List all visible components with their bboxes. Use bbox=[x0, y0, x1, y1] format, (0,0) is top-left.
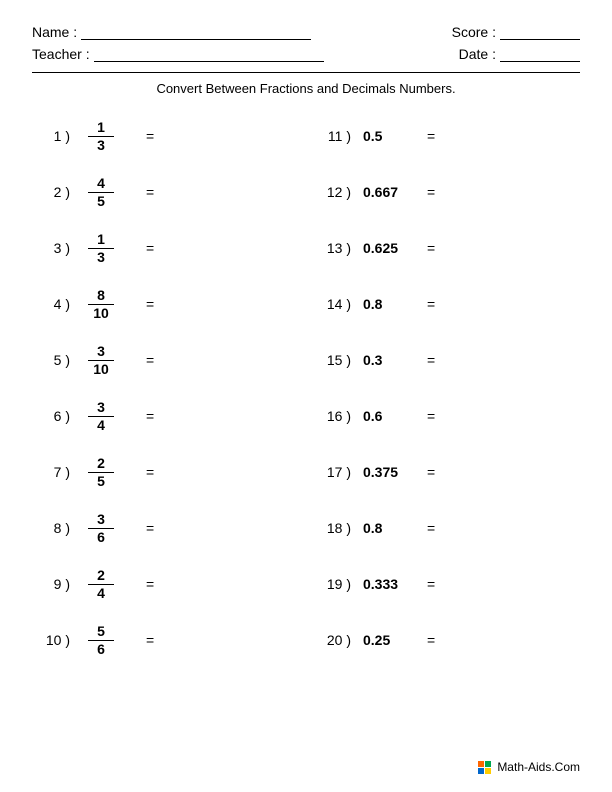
problem-number: 17 ) bbox=[321, 464, 357, 480]
problem-number: 4 ) bbox=[40, 296, 76, 312]
problem-number: 9 ) bbox=[40, 576, 76, 592]
problem-row: 19 )0.333= bbox=[321, 556, 572, 612]
problem-row: 14 )0.8= bbox=[321, 276, 572, 332]
problem-number: 8 ) bbox=[40, 520, 76, 536]
problem-number: 7 ) bbox=[40, 464, 76, 480]
problem-number: 13 ) bbox=[321, 240, 357, 256]
date-label: Date : bbox=[459, 46, 496, 62]
fraction-value: 310 bbox=[76, 343, 126, 378]
decimal-value: 0.6 bbox=[357, 408, 407, 424]
decimal-value: 0.25 bbox=[357, 632, 407, 648]
problem-number: 6 ) bbox=[40, 408, 76, 424]
problem-number: 20 ) bbox=[321, 632, 357, 648]
date-blank bbox=[500, 46, 580, 62]
equals-sign: = bbox=[126, 576, 154, 592]
problem-number: 1 ) bbox=[40, 128, 76, 144]
equals-sign: = bbox=[407, 632, 435, 648]
problem-row: 6 )34= bbox=[40, 388, 291, 444]
problem-number: 10 ) bbox=[40, 632, 76, 648]
decimal-value: 0.8 bbox=[357, 520, 407, 536]
problem-number: 11 ) bbox=[321, 128, 357, 144]
problem-row: 13 )0.625= bbox=[321, 220, 572, 276]
problem-row: 18 )0.8= bbox=[321, 500, 572, 556]
fraction-value: 36 bbox=[76, 511, 126, 546]
problem-row: 15 )0.3= bbox=[321, 332, 572, 388]
problem-number: 5 ) bbox=[40, 352, 76, 368]
fraction-value: 34 bbox=[76, 399, 126, 434]
equals-sign: = bbox=[126, 240, 154, 256]
problem-number: 15 ) bbox=[321, 352, 357, 368]
problem-row: 4 )810= bbox=[40, 276, 291, 332]
teacher-label: Teacher : bbox=[32, 46, 90, 62]
decimal-value: 0.375 bbox=[357, 464, 407, 480]
equals-sign: = bbox=[126, 464, 154, 480]
problem-row: 8 )36= bbox=[40, 500, 291, 556]
problem-row: 20 )0.25= bbox=[321, 612, 572, 668]
footer: Math-Aids.Com bbox=[478, 760, 580, 774]
fraction-value: 56 bbox=[76, 623, 126, 658]
equals-sign: = bbox=[407, 408, 435, 424]
name-blank bbox=[81, 24, 311, 40]
decimal-value: 0.625 bbox=[357, 240, 407, 256]
problem-row: 7 )25= bbox=[40, 444, 291, 500]
equals-sign: = bbox=[126, 352, 154, 368]
equals-sign: = bbox=[126, 128, 154, 144]
problem-number: 3 ) bbox=[40, 240, 76, 256]
problem-row: 11 )0.5= bbox=[321, 108, 572, 164]
equals-sign: = bbox=[407, 184, 435, 200]
score-label: Score : bbox=[452, 24, 496, 40]
decimal-value: 0.333 bbox=[357, 576, 407, 592]
equals-sign: = bbox=[407, 296, 435, 312]
name-label: Name : bbox=[32, 24, 77, 40]
problem-number: 19 ) bbox=[321, 576, 357, 592]
worksheet-title: Convert Between Fractions and Decimals N… bbox=[32, 81, 580, 96]
decimal-value: 0.8 bbox=[357, 296, 407, 312]
divider bbox=[32, 72, 580, 73]
problem-row: 1 )13= bbox=[40, 108, 291, 164]
problem-number: 16 ) bbox=[321, 408, 357, 424]
problem-row: 5 )310= bbox=[40, 332, 291, 388]
fraction-value: 25 bbox=[76, 455, 126, 490]
problem-row: 17 )0.375= bbox=[321, 444, 572, 500]
equals-sign: = bbox=[126, 296, 154, 312]
equals-sign: = bbox=[407, 352, 435, 368]
problem-row: 9 )24= bbox=[40, 556, 291, 612]
equals-sign: = bbox=[407, 128, 435, 144]
decimal-value: 0.5 bbox=[357, 128, 407, 144]
equals-sign: = bbox=[407, 520, 435, 536]
left-column: 1 )13=2 )45=3 )13=4 )810=5 )310=6 )34=7 … bbox=[40, 108, 291, 668]
teacher-blank bbox=[94, 46, 324, 62]
equals-sign: = bbox=[407, 464, 435, 480]
problem-number: 12 ) bbox=[321, 184, 357, 200]
problem-number: 18 ) bbox=[321, 520, 357, 536]
problem-row: 16 )0.6= bbox=[321, 388, 572, 444]
problem-row: 12 )0.667= bbox=[321, 164, 572, 220]
fraction-value: 45 bbox=[76, 175, 126, 210]
equals-sign: = bbox=[407, 240, 435, 256]
problem-row: 10 )56= bbox=[40, 612, 291, 668]
decimal-value: 0.667 bbox=[357, 184, 407, 200]
problem-number: 2 ) bbox=[40, 184, 76, 200]
fraction-value: 13 bbox=[76, 231, 126, 266]
fraction-value: 24 bbox=[76, 567, 126, 602]
problem-row: 3 )13= bbox=[40, 220, 291, 276]
equals-sign: = bbox=[407, 576, 435, 592]
fraction-value: 810 bbox=[76, 287, 126, 322]
score-blank bbox=[500, 24, 580, 40]
equals-sign: = bbox=[126, 184, 154, 200]
logo-icon bbox=[478, 761, 491, 774]
equals-sign: = bbox=[126, 632, 154, 648]
footer-text: Math-Aids.Com bbox=[497, 760, 580, 774]
problem-row: 2 )45= bbox=[40, 164, 291, 220]
right-column: 11 )0.5=12 )0.667=13 )0.625=14 )0.8=15 )… bbox=[321, 108, 572, 668]
equals-sign: = bbox=[126, 520, 154, 536]
problem-number: 14 ) bbox=[321, 296, 357, 312]
decimal-value: 0.3 bbox=[357, 352, 407, 368]
equals-sign: = bbox=[126, 408, 154, 424]
fraction-value: 13 bbox=[76, 119, 126, 154]
